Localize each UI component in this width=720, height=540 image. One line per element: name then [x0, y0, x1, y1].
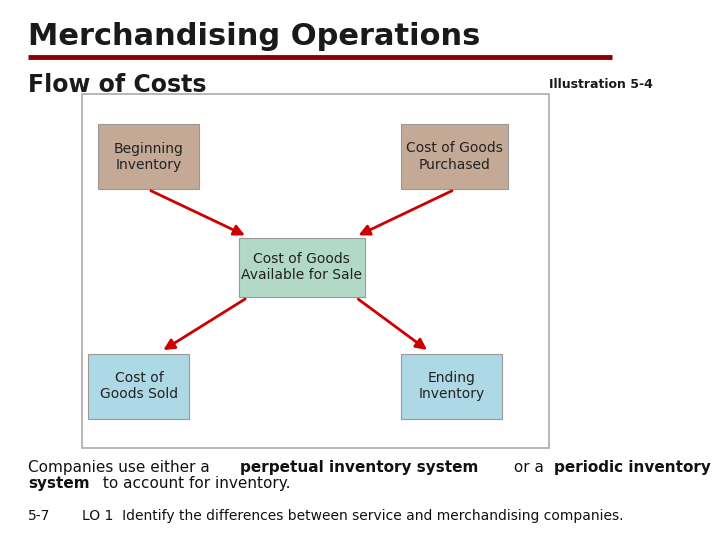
FancyBboxPatch shape	[82, 94, 549, 448]
Text: perpetual inventory system: perpetual inventory system	[240, 460, 478, 475]
Text: Ending
Inventory: Ending Inventory	[418, 371, 485, 401]
Text: Cost of Goods
Available for Sale: Cost of Goods Available for Sale	[241, 252, 362, 282]
FancyBboxPatch shape	[89, 354, 189, 418]
FancyBboxPatch shape	[238, 238, 365, 297]
Text: system: system	[28, 476, 90, 491]
Text: Merchandising Operations: Merchandising Operations	[28, 22, 481, 51]
FancyBboxPatch shape	[98, 124, 199, 189]
Text: Cost of Goods
Purchased: Cost of Goods Purchased	[406, 141, 503, 172]
Text: 5-7: 5-7	[28, 509, 51, 523]
Text: periodic inventory: periodic inventory	[554, 460, 711, 475]
Text: or a: or a	[509, 460, 549, 475]
Text: to account for inventory.: to account for inventory.	[98, 476, 291, 491]
Text: Illustration 5-4: Illustration 5-4	[549, 78, 653, 91]
Text: Companies use either a: Companies use either a	[28, 460, 215, 475]
Text: Beginning
Inventory: Beginning Inventory	[114, 141, 184, 172]
FancyBboxPatch shape	[401, 354, 502, 418]
Text: Flow of Costs: Flow of Costs	[28, 73, 207, 97]
FancyBboxPatch shape	[401, 124, 508, 189]
Text: LO 1  Identify the differences between service and merchandising companies.: LO 1 Identify the differences between se…	[82, 509, 624, 523]
Text: Cost of
Goods Sold: Cost of Goods Sold	[100, 371, 178, 401]
